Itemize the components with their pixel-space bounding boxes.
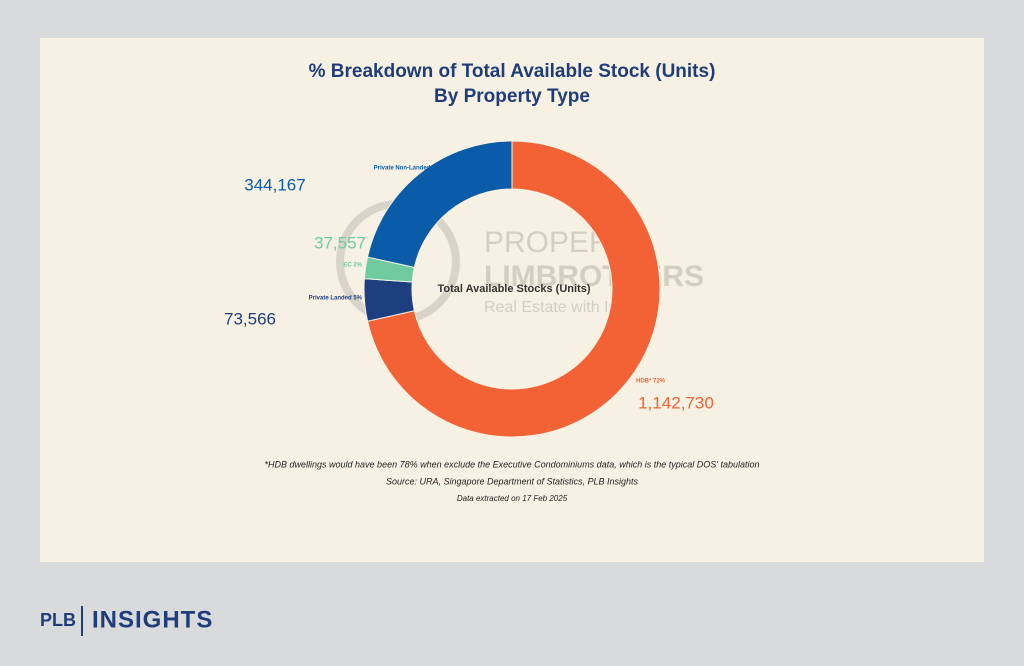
note: *HDB dwellings would have been 78% when … — [265, 459, 760, 469]
slice — [366, 140, 661, 438]
slice-label: Private Landed 5% — [309, 296, 363, 302]
slice — [366, 140, 513, 269]
value-label: 344,167 — [244, 175, 305, 194]
slice-label: HDB* 72% — [636, 379, 666, 385]
value-label: 1,142,730 — [638, 393, 714, 412]
panel — [40, 38, 984, 562]
slice-label: EC 2% — [343, 263, 362, 269]
chart-subtitle: By Property Type — [434, 86, 590, 107]
chart-title: % Breakdown of Total Available Stock (Un… — [309, 61, 716, 82]
value-label: 73,566 — [224, 309, 276, 328]
slice-label: Private Non-Landed 22% — [374, 166, 445, 172]
footer-brand: PLB — [40, 610, 76, 630]
footer-section: INSIGHTS — [92, 606, 213, 633]
note: Source: URA, Singapore Department of Sta… — [386, 476, 639, 486]
watermark-text: LIMBROTHERS — [484, 260, 704, 293]
center-label: Total Available Stocks (Units) — [437, 283, 590, 295]
value-label: 37,557 — [314, 233, 366, 252]
note: Data extracted on 17 Feb 2025 — [457, 494, 568, 503]
